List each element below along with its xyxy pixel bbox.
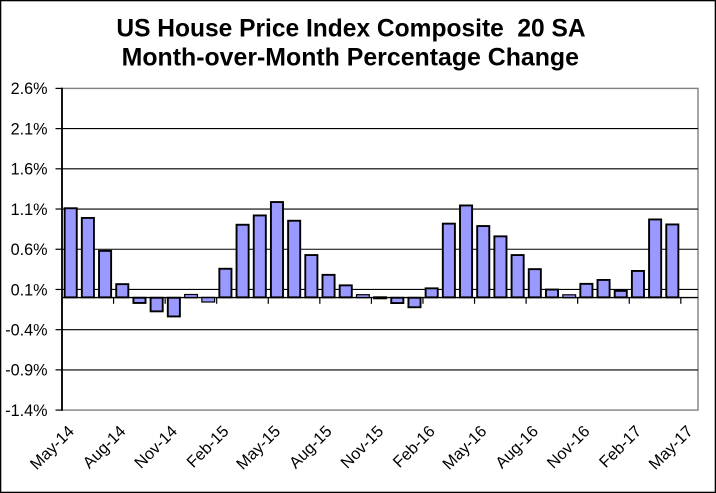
svg-text:US House Price Index Composite: US House Price Index Composite 20 SA <box>116 16 585 43</box>
svg-text:2.1%: 2.1% <box>11 120 48 138</box>
svg-text:1.1%: 1.1% <box>11 201 48 219</box>
svg-text:0.6%: 0.6% <box>11 241 48 259</box>
svg-text:1.6%: 1.6% <box>11 161 48 179</box>
svg-text:0.1%: 0.1% <box>11 281 48 299</box>
svg-text:2.6%: 2.6% <box>11 80 48 98</box>
svg-text:-0.4%: -0.4% <box>5 321 47 339</box>
svg-text:-0.9%: -0.9% <box>5 362 47 380</box>
svg-text:Month-over-Month Percentage Ch: Month-over-Month Percentage Change <box>122 45 579 72</box>
svg-text:-1.4%: -1.4% <box>5 402 47 420</box>
